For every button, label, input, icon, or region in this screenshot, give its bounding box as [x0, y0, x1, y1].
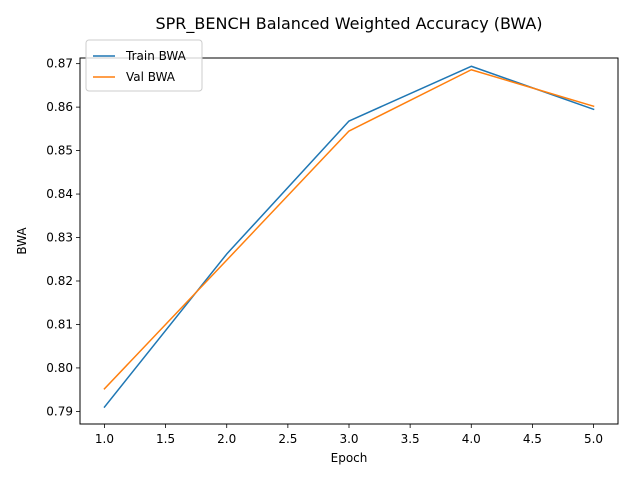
legend-label-val: Val BWA [126, 70, 176, 84]
x-tick-label: 1.5 [156, 432, 175, 446]
x-axis-ticks: 1.0 1.5 2.0 2.5 3.0 3.5 4.0 4.5 5.0 [95, 424, 603, 446]
y-axis-ticks: 0.79 0.80 0.81 0.82 0.83 0.84 0.85 0.86 0.87 [46, 57, 80, 418]
x-tick-label: 3.0 [339, 432, 358, 446]
y-tick-label: 0.81 [46, 317, 73, 331]
y-tick-label: 0.86 [46, 100, 73, 114]
y-tick-label: 0.87 [46, 57, 73, 71]
plot-area [80, 58, 618, 424]
x-tick-label: 2.0 [217, 432, 236, 446]
y-tick-label: 0.82 [46, 274, 73, 288]
x-tick-label: 1.0 [95, 432, 114, 446]
y-tick-label: 0.83 [46, 231, 73, 245]
x-tick-label: 2.5 [278, 432, 297, 446]
series-line-val [103, 68, 595, 390]
chart-title: SPR_BENCH Balanced Weighted Accuracy (BW… [155, 14, 542, 34]
legend-label-train: Train BWA [125, 49, 187, 63]
legend: Train BWA Val BWA [85, 39, 203, 92]
x-axis-label: Epoch [331, 451, 368, 465]
x-tick-label: 4.5 [523, 432, 542, 446]
y-tick-label: 0.80 [46, 361, 73, 375]
x-tick-label: 4.0 [462, 432, 481, 446]
series-line-train [103, 65, 595, 409]
y-axis-label: BWA [15, 227, 29, 255]
x-tick-label: 5.0 [584, 432, 603, 446]
y-tick-label: 0.85 [46, 144, 73, 158]
legend-box [85, 39, 203, 92]
series-lines [103, 65, 595, 409]
y-tick-label: 0.79 [46, 404, 73, 418]
y-tick-label: 0.84 [46, 187, 73, 201]
x-tick-label: 3.5 [401, 432, 420, 446]
